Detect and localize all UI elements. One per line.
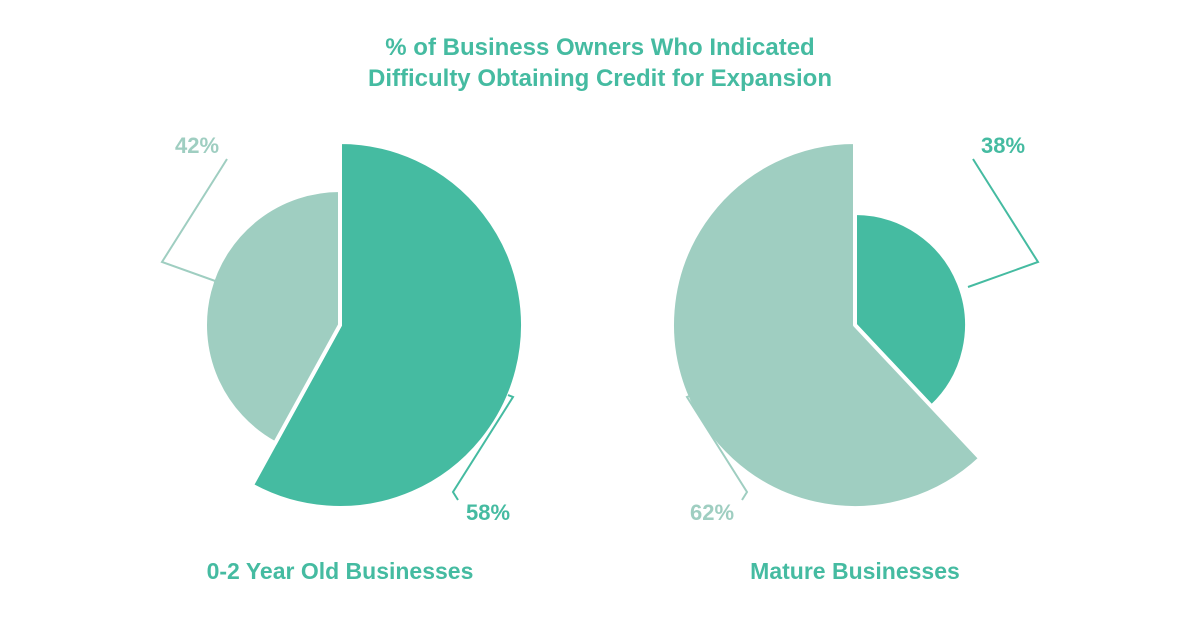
pie-slice	[249, 140, 525, 510]
chart-title: % of Business Owners Who Indicated Diffi…	[367, 34, 832, 92]
pie-slice	[670, 140, 983, 510]
value-label: 62%	[690, 500, 734, 525]
value-label: 42%	[175, 133, 219, 158]
leader-line	[451, 394, 515, 501]
leader-line	[685, 394, 749, 501]
value-label: 58%	[466, 500, 510, 525]
leader-line	[160, 158, 233, 288]
pie-slice	[853, 211, 969, 409]
value-label: 38%	[981, 133, 1025, 158]
pie-slice	[203, 188, 342, 446]
leader-line	[967, 158, 1040, 288]
chart-subtitle: Mature Businesses	[750, 558, 960, 584]
chart-subtitle: 0-2 Year Old Businesses	[207, 558, 474, 584]
